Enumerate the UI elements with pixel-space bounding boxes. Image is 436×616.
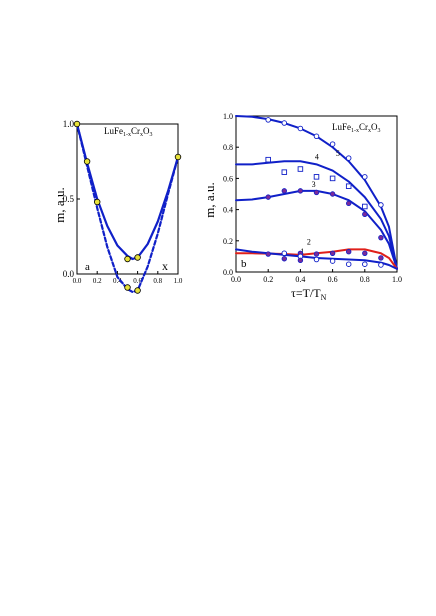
panel-b-ytick-label: 0.4 xyxy=(223,206,233,215)
panel-a-xtick-label: 1.0 xyxy=(174,277,183,285)
panel-b-marker-filled xyxy=(281,256,287,262)
panel-b-ytick-label: 0.6 xyxy=(223,174,233,183)
panel-a-xtick-label: 0.4 xyxy=(113,277,122,285)
panel-a-data-point xyxy=(93,198,101,206)
panel-a-letter: a xyxy=(85,261,90,273)
panel-b-marker-filled xyxy=(378,255,384,261)
panel-b-ytick-label: 0.0 xyxy=(223,268,233,277)
panel-a-ytick-label: 0.5 xyxy=(63,194,75,204)
panel-b-marker-filled xyxy=(329,191,336,197)
panel-b-curve-label-5: 5 xyxy=(336,149,340,158)
panel-b-marker-filled xyxy=(362,211,368,217)
panel-b-xtick-label: 0.4 xyxy=(295,275,305,284)
panel-b-xtick-label: 1.0 xyxy=(392,275,402,284)
panel-a-data-point xyxy=(134,254,141,261)
panel-a-data-point xyxy=(174,153,182,161)
panel-b-marker-open xyxy=(362,174,368,180)
panel-b-compound: LuFe1-xCrxO3 xyxy=(332,122,381,134)
panel-b-letter: b xyxy=(241,258,247,270)
panel-a-compound: LuFe1-xCrxO3 xyxy=(104,126,153,138)
panel-b-marker-filled xyxy=(346,249,352,255)
panel-b-xtick-label: 0.8 xyxy=(360,275,370,284)
panel-b-marker-filled xyxy=(281,188,287,194)
panel-a-data-point xyxy=(83,158,91,165)
panel-b-marker-open xyxy=(281,120,288,126)
panel-b-curve-5 xyxy=(235,115,398,270)
panel-a-xtick-label: 0.2 xyxy=(93,277,102,285)
panel-b-ytick-label: 0.2 xyxy=(223,237,233,246)
panel-b-marker-filled xyxy=(313,189,320,196)
panel-a-data-point xyxy=(124,284,131,291)
panel-b-marker-filled xyxy=(265,251,271,257)
panel-b-marker-square xyxy=(297,166,304,172)
panel-a-ytick-label: 1.0 xyxy=(63,119,75,129)
panel-b-marker-open xyxy=(345,155,352,161)
panel-b-marker-filled xyxy=(362,250,368,256)
panel-b-marker-square xyxy=(362,203,368,210)
panel-a-data-point xyxy=(73,120,81,128)
panel-b-curve-label-4: 4 xyxy=(315,153,319,162)
panel-b: 0.0 0.2 0.4 0.6 0.8 1.0 0.0 0.2 0.4 0.6 0.8 1.0 5 4 3… xyxy=(202,112,402,302)
panel-b-marker-open xyxy=(329,141,336,147)
panel-b-ylabel: m, a.u. xyxy=(202,182,217,217)
panel-b-curve-4 xyxy=(235,160,398,270)
panel-b-marker-square xyxy=(281,169,288,175)
panel-b-marker-filled xyxy=(297,188,304,194)
panel-b-marker-filled xyxy=(313,251,320,257)
panel-a-data-point xyxy=(124,255,131,263)
panel-b-marker-open xyxy=(378,262,384,268)
panel-b-marker-open xyxy=(297,125,304,132)
panel-a-ylabel: m, a.u. xyxy=(52,187,67,222)
panel-b-marker-open xyxy=(345,261,352,267)
panel-b-curve-label-3: 3 xyxy=(312,180,316,189)
panel-b-marker-open xyxy=(313,256,320,263)
panel-b-xtick-label: 0.2 xyxy=(263,275,273,284)
panel-b-marker-square xyxy=(345,183,352,189)
panel-b-points xyxy=(265,117,384,268)
panel-b-marker-filled xyxy=(378,234,384,241)
panel-b-ticks: 0.0 0.2 0.4 0.6 0.8 1.0 0.0 0.2 0.4 0.6 0.8 1.0 xyxy=(223,112,402,284)
panel-b-marker-open xyxy=(329,258,336,264)
panel-a-data-point xyxy=(134,287,141,294)
panel-a-xtick-label: 0.0 xyxy=(73,277,82,285)
panel-b-xtick-label: 0.0 xyxy=(231,275,241,284)
panel-b-xlabel: τ=T/TN xyxy=(291,286,327,302)
panel-b-marker-open xyxy=(362,261,368,267)
panel-b-marker-square xyxy=(265,156,271,163)
panel-b-ytick-label: 0.8 xyxy=(223,143,233,152)
panel-b-marker-open xyxy=(265,117,271,123)
panel-b-marker-open xyxy=(378,202,384,208)
panel-a: 0.0 0.2 0.4 0.6 0.8 1.00.00.51.0 m, a.u. x a … xyxy=(52,119,183,294)
panel-b-xtick-label: 0.6 xyxy=(328,275,338,284)
panel-b-marker-filled xyxy=(346,200,352,207)
panel-b-marker-open xyxy=(281,250,288,257)
panel-b-curve-3 xyxy=(235,189,398,270)
panel-b-marker-filled xyxy=(297,257,304,263)
panel-a-ytick-label: 0.0 xyxy=(63,269,75,279)
panel-b-curve-label-2: 2 xyxy=(307,238,311,247)
panel-b-marker-open xyxy=(313,133,320,140)
panel-b-ytick-label: 1.0 xyxy=(223,112,233,121)
panel-a-xlabel: x xyxy=(162,259,168,273)
panel-b-curves: 54321 xyxy=(235,115,398,270)
panel-a-points xyxy=(73,120,182,294)
panel-b-marker-filled xyxy=(265,194,271,200)
panel-b-marker-square xyxy=(329,175,336,182)
panel-a-frame xyxy=(76,123,179,275)
panel-b-marker-filled xyxy=(329,250,336,256)
panel-b-marker-square xyxy=(313,174,320,180)
panel-a-xtick-label: 0.8 xyxy=(153,277,162,285)
panel-a-xtick-label: 0.6 xyxy=(133,277,142,285)
panel-b-frame xyxy=(235,115,398,273)
